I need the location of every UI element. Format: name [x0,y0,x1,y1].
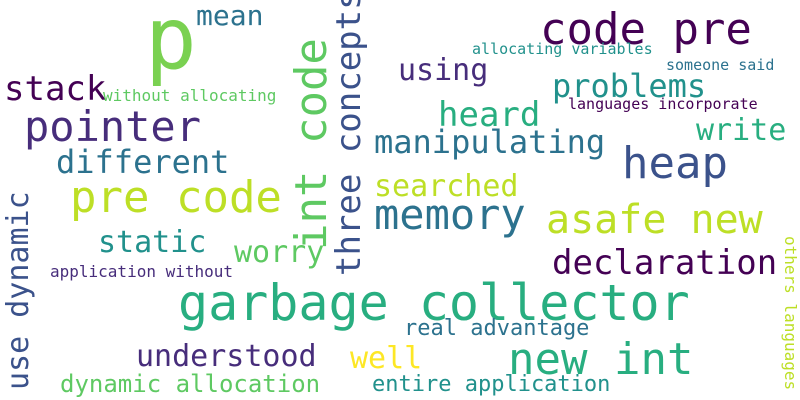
word-real-advantage: real advantage [404,316,590,341]
word-problems: problems [552,67,707,105]
word-declaration: declaration [552,243,778,283]
word-without-allocating: without allocating [103,86,277,105]
word-use-dynamic: use dynamic [1,191,36,390]
word-memory: memory [374,190,526,239]
word-garbage-collector: garbage collector [178,274,690,332]
word-heap: heap [622,138,728,189]
word-manipulating: manipulating [374,123,606,161]
word-application-without: application without [50,262,234,281]
word-allocating-variables: allocating variables [472,40,653,58]
word-heard: heard [438,95,541,135]
word-asafe-new: asafe new [546,197,763,243]
word-write: write [696,113,787,148]
word-mean: mean [196,0,264,32]
word-others-languages: others languages [781,236,800,391]
word-dynamic-allocation: dynamic allocation [60,370,321,398]
word-worry: worry [234,235,325,270]
word-p: p [145,0,197,89]
word-different: different [56,143,230,181]
word-using: using [398,53,489,88]
word-well: well [350,341,423,376]
word-searched: searched [374,169,519,204]
word-new-int: new int [508,334,694,385]
word-entire-application: entire application [372,372,611,397]
word-pre-code: pre code [70,172,282,223]
word-three-concepts: three concepts [329,0,369,276]
word-understood: understood [136,339,317,374]
word-pointer: pointer [24,102,202,151]
word-static: static [98,225,207,260]
word-int-code: int code [286,38,337,250]
word-someone-said: someone said [666,56,775,74]
word-languages-incorporate: languages incorporate [568,95,758,113]
word-code-pre: code pre [540,4,752,55]
word-stack: stack [4,69,107,109]
